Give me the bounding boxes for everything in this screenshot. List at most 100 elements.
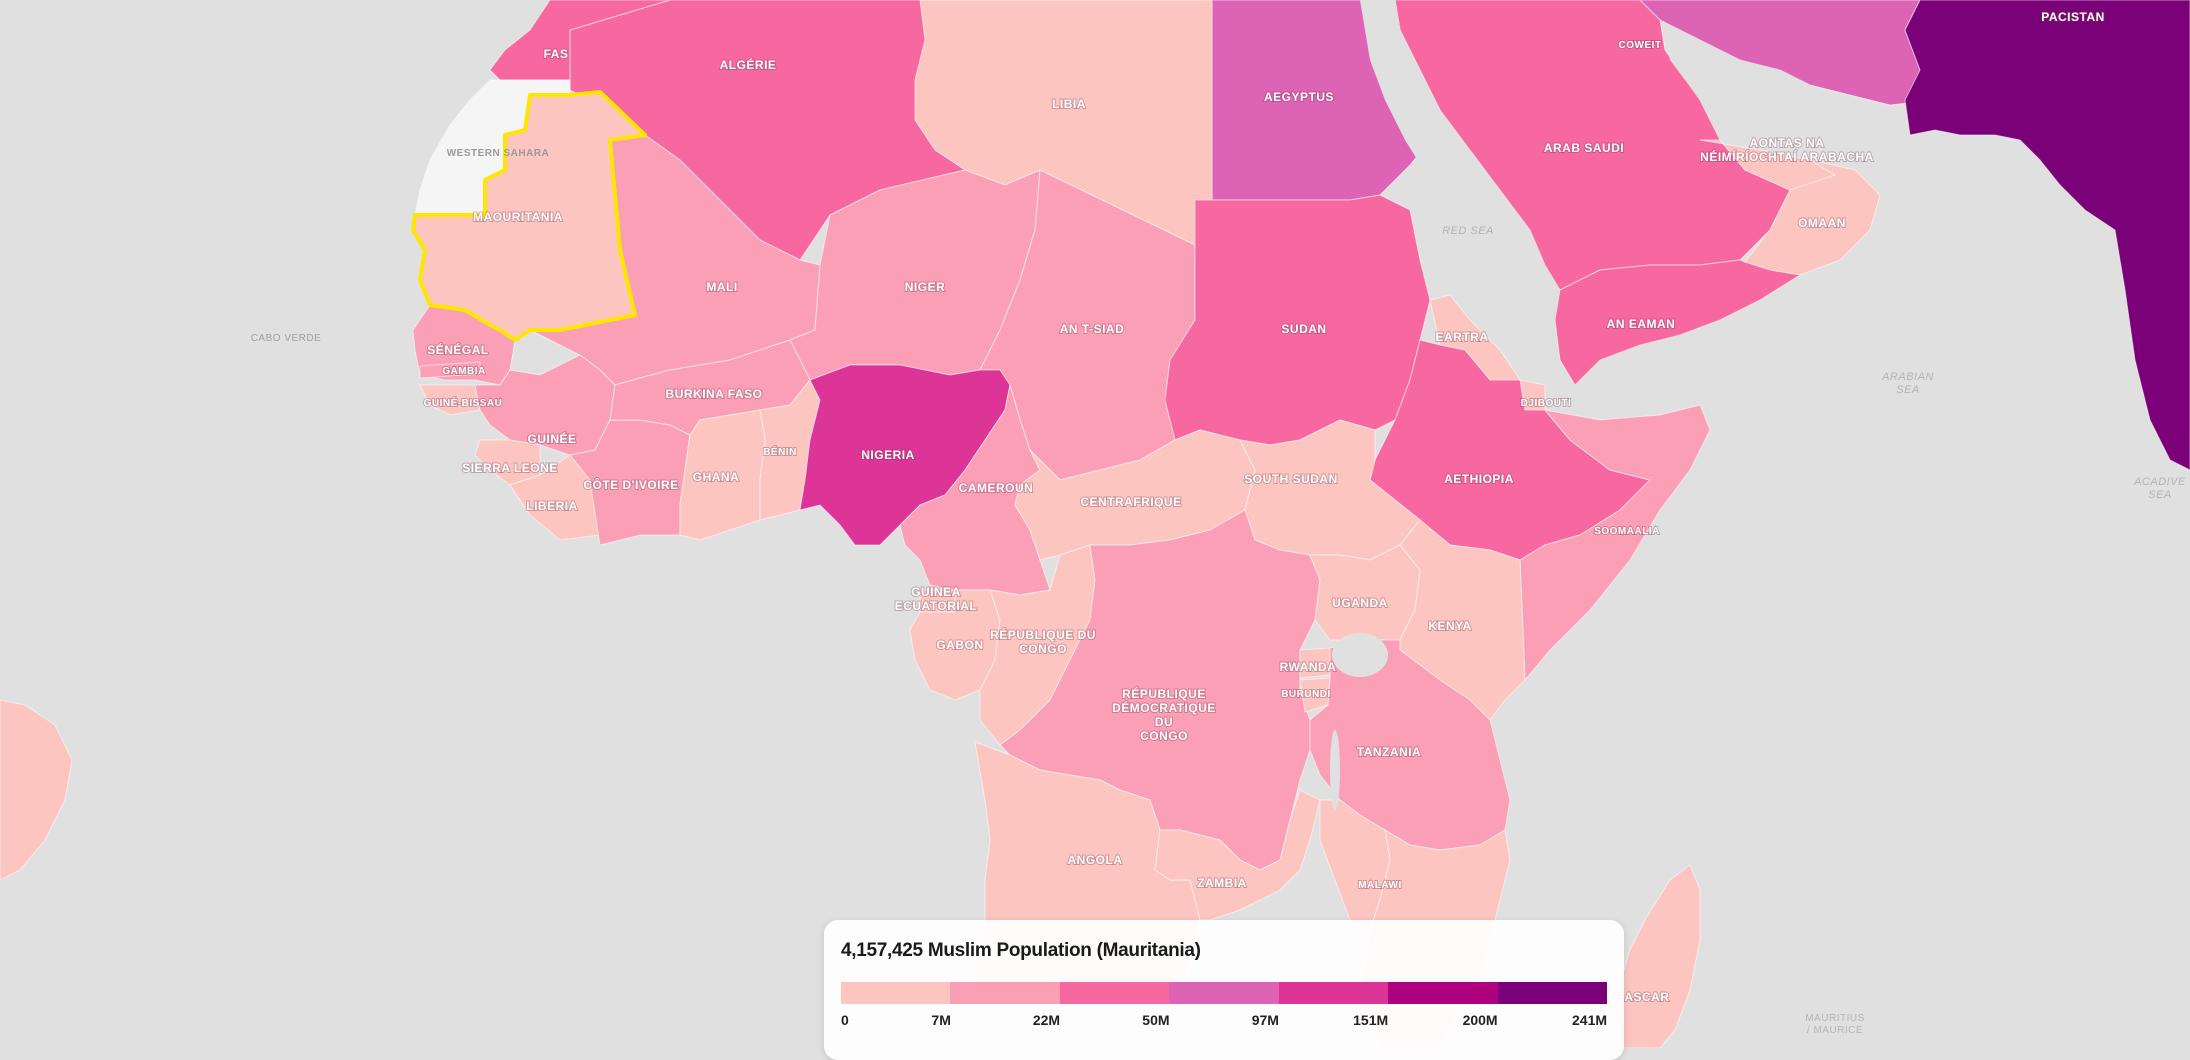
scale-swatch [1278, 982, 1389, 1004]
label-arabian-sea-2: SEA [1896, 384, 1920, 396]
gulf-of-aden [1575, 335, 1700, 410]
country-sudan[interactable] [1164, 194, 1431, 446]
scale-tick-label: 241M [1572, 1012, 1608, 1028]
legend-metric: Muslim Population [927, 940, 1092, 961]
label-cameroun: CAMEROUN [959, 481, 1034, 495]
label-eartra: EARTRA [1436, 330, 1489, 344]
label-line: GUINEA [911, 585, 961, 599]
label-line: CONGO [1019, 642, 1067, 656]
label-an-eaman: AN EAMAN [1607, 317, 1676, 331]
scale-swatch [841, 982, 951, 1004]
label-tanzania: TANZANIA [1357, 745, 1421, 759]
label-algerie: ALGÉRIE [720, 57, 777, 72]
label-republique-du-congo: RÉPUBLIQUE DU CONGO [990, 627, 1096, 656]
label-pakistan: PACISTAN [2041, 10, 2105, 24]
color-scale [841, 982, 1607, 1004]
label-niger: NIGER [905, 280, 946, 294]
label-sierra-leone: SIERRA LEONE [462, 461, 558, 475]
country-uganda[interactable] [1309, 544, 1421, 641]
label-aethiopia: AETHIOPIA [1444, 472, 1514, 486]
label-line: NÉIMÍRÍOCHTAÍ ARABACHA [1700, 149, 1874, 164]
label-maouritania: MAOURITANIA [473, 210, 563, 224]
scale-tick-label: 151M [1353, 1012, 1389, 1028]
scale-tick-label: 0 [841, 1012, 849, 1028]
scale-tick-label: 22M [1032, 1012, 1061, 1028]
country-madagascar[interactable] [1614, 864, 1701, 1048]
scale-swatch [1059, 982, 1170, 1004]
label-western-sahara: WESTERN SAHARA [447, 148, 550, 159]
legend-country: (Mauritania) [1096, 940, 1201, 961]
label-line: RÉPUBLIQUE [1122, 686, 1206, 701]
lake-tanganyika [1330, 730, 1340, 810]
label-angola: ANGOLA [1068, 853, 1123, 867]
label-maldives-1: ACADIVE [2133, 476, 2186, 488]
scale-swatch [950, 982, 1060, 1004]
label-burundi: BURUNDI [1281, 689, 1331, 700]
label-rwanda: RWANDA [1280, 660, 1337, 674]
label-benin: BÉNIN [763, 445, 797, 458]
country-zambia[interactable] [1154, 789, 1321, 921]
label-uae: AONTAS NA NÉIMÍRÍOCHTAÍ ARABACHA [1700, 136, 1874, 164]
label-line: CONGO [1140, 729, 1188, 743]
label-sudan: SUDAN [1281, 322, 1326, 336]
label-cabo-verde: CABO VERDE [251, 333, 322, 344]
label-mauritius-1: MAURITIUS [1805, 1013, 1865, 1024]
label-fas: FAS [544, 47, 569, 61]
label-red-sea: RED SEA [1442, 225, 1494, 237]
scale-swatch [1388, 982, 1498, 1004]
label-rd-congo: RÉPUBLIQUE DÉMOCRATIQUE DU CONGO [1112, 686, 1216, 743]
label-maldives-2: SEA [2148, 489, 2172, 501]
label-omaan: OMAAN [1798, 216, 1846, 230]
label-guinee: GUINÉE [527, 431, 576, 446]
label-libia: LIBIA [1052, 97, 1086, 111]
label-aegyptus: AEGYPTUS [1264, 90, 1334, 104]
label-liberia: LIBERIA [526, 499, 578, 513]
label-mauritius-2: / MAURICE [1807, 1025, 1863, 1036]
scale-tick-label: 50M [1142, 1012, 1170, 1028]
label-somaalia: SOOMAALIA [1594, 526, 1660, 537]
label-malawi: MALAWI [1358, 880, 1402, 891]
scale-tick-label: 200M [1462, 1012, 1498, 1028]
label-mali: MALI [706, 280, 737, 294]
country-gambia[interactable] [419, 361, 481, 379]
label-uganda: UGANDA [1332, 596, 1388, 610]
label-centrafrique: CENTRAFRIQUE [1080, 495, 1181, 509]
label-coweit: COWEIT [1619, 40, 1662, 51]
legend-value: 4,157,425 [841, 940, 923, 961]
selected-country-outline [411, 90, 647, 342]
country-somaalia[interactable] [1519, 404, 1711, 682]
label-line: DU [1155, 715, 1173, 729]
label-guinea-ecuatorial: GUINEA ECUATORIAL [895, 585, 978, 613]
country-guine-bissau[interactable] [419, 384, 481, 416]
label-senegal: SÉNÉGAL [427, 342, 489, 357]
label-nigeria: NIGERIA [861, 448, 915, 462]
label-south-sudan: SOUTH SUDAN [1244, 472, 1338, 486]
persian-gulf [1660, 20, 1830, 150]
scale-tick-label: 7M [931, 1012, 951, 1028]
label-line: ECUATORIAL [895, 599, 978, 613]
country-brazil[interactable] [0, 699, 73, 881]
label-djibouti: DJIBOUTI [1521, 398, 1572, 409]
label-line: RÉPUBLIQUE DU [990, 627, 1096, 642]
label-line: AONTAS NA [1750, 136, 1825, 150]
legend-title: 4,157,425 Muslim Population (Mauritania) [841, 940, 1201, 962]
scale-swatch [1169, 982, 1279, 1004]
label-burkina-faso: BURKINA FASO [666, 387, 763, 401]
scale-ticks: 0 7M 22M 50M 97M 151M 200M 241M [841, 1012, 1607, 1032]
label-arabian-sea-1: ARABIAN [1881, 371, 1934, 383]
country-pakistan[interactable] [1904, 0, 2190, 471]
lake-victoria [1332, 633, 1388, 677]
label-line: DÉMOCRATIQUE [1112, 700, 1216, 715]
label-gambia: GAMBIA [442, 366, 486, 377]
legend-panel: 4,157,425 Muslim Population (Mauritania)… [824, 920, 1624, 1060]
label-madagascar: GASCAR [1614, 990, 1669, 1004]
label-gabon: GABON [936, 638, 983, 652]
scale-swatch [1497, 982, 1607, 1004]
label-ghana: GHANA [693, 470, 740, 484]
scale-tick-label: 97M [1251, 1012, 1279, 1028]
label-kenya: KENYA [1428, 619, 1471, 633]
country-an-eaman[interactable] [1554, 259, 1802, 386]
label-arab-saudi: ARAB SAUDI [1544, 141, 1624, 155]
label-guine-bissau: GUINÉ-BISSAU [424, 396, 503, 409]
